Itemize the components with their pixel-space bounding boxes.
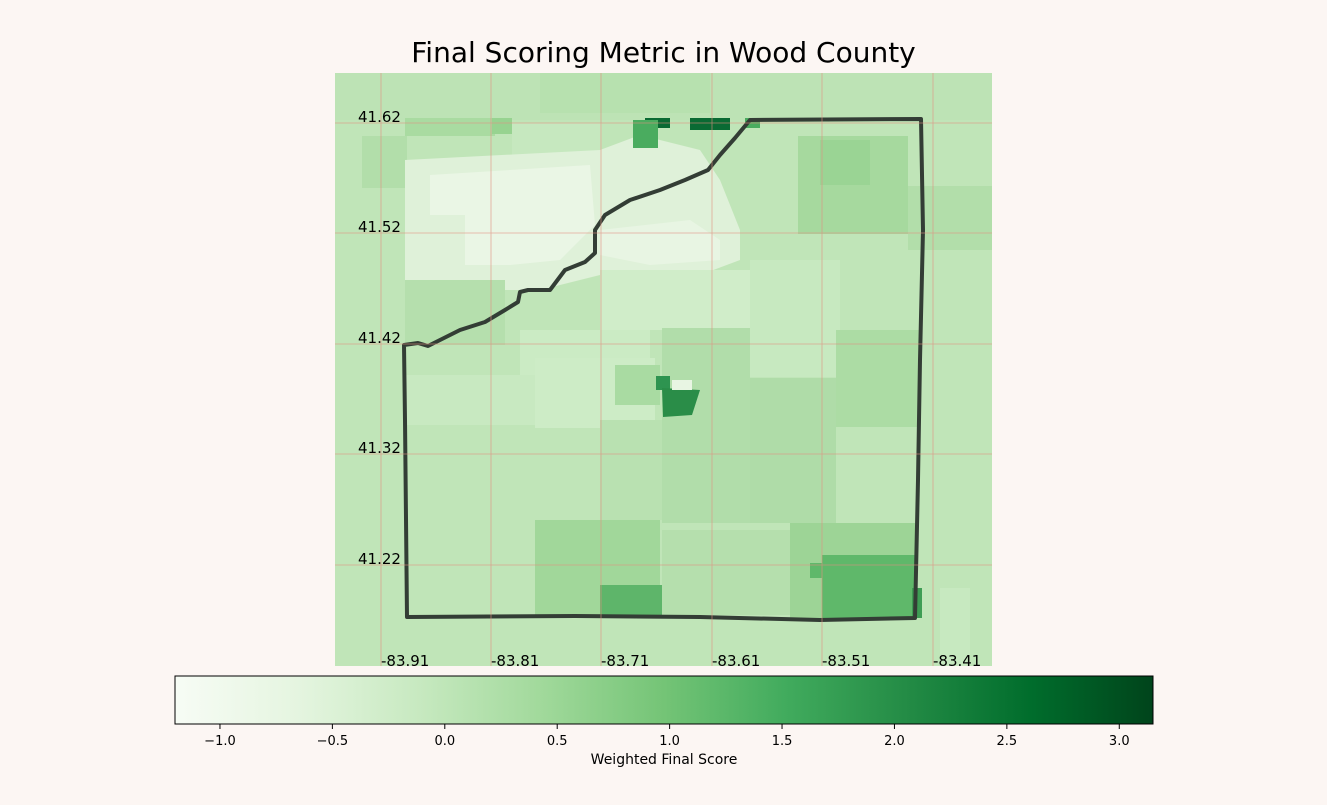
lat-label: 41.62 [358,108,401,126]
lon-label: -83.81 [491,652,539,670]
region-tile [362,136,407,188]
lon-label: -83.91 [381,652,429,670]
colorbar-tick-label: 1.5 [772,734,793,749]
lon-label: -83.61 [712,652,760,670]
colorbar-tick-label: −1.0 [204,734,236,749]
region-tile [662,328,750,523]
region-tile [820,140,870,185]
colorbar-label: Weighted Final Score [590,752,738,768]
region-tile [615,365,660,405]
region-tile [750,378,836,523]
colorbar-tick-label: −0.5 [317,734,349,749]
region-tile [810,563,825,578]
region-tile [940,588,970,666]
region-tile [405,118,495,136]
region-tile [492,118,512,134]
region-tile [822,555,917,618]
colorbar-tick-label: 2.0 [884,734,905,749]
region-tile [672,380,692,390]
map-title: Final Scoring Metric in Wood County [411,36,916,69]
region-tile [600,585,663,617]
gridlines [335,73,992,666]
colorbar: −1.0 −0.5 0.0 0.5 1.0 1.5 2.0 2.5 3.0 [174,675,1154,749]
region-tile [600,270,750,330]
region-tile [750,260,840,377]
choropleth-map [335,73,992,666]
lat-label: 41.32 [358,439,401,457]
region-tile [600,420,662,520]
colorbar-gradient [174,675,1154,725]
latitude-labels: 41.62 41.52 41.42 41.32 41.22 [358,108,401,568]
colorbar-tick-label: 2.5 [997,734,1018,749]
lat-label: 41.42 [358,329,401,347]
colorbar-tick-label: 0.0 [434,734,455,749]
colorbar-tick-label: 1.0 [659,734,680,749]
colorbar-tick-label: 0.5 [547,734,568,749]
region-tile [405,375,535,425]
lon-label: -83.51 [822,652,870,670]
lon-label: -83.41 [933,652,981,670]
region-tile [836,330,920,427]
region-tile [656,376,670,390]
colorbar-tick-label: 3.0 [1109,734,1130,749]
region-tile [540,73,710,113]
region-tile [405,280,505,345]
region-tile [662,388,700,417]
lat-label: 41.22 [358,550,401,568]
longitude-labels: -83.91 -83.81 -83.71 -83.61 -83.51 -83.41 [381,652,981,670]
region-tile [600,220,720,265]
colorbar-ticks: −1.0 −0.5 0.0 0.5 1.0 1.5 2.0 2.5 3.0 [204,724,1130,749]
region-tile [662,530,790,615]
region-tile [430,165,595,265]
lon-label: -83.71 [601,652,649,670]
county-boundary [402,117,925,622]
region-tile [690,118,730,130]
lat-label: 41.52 [358,218,401,236]
region-tile [633,120,658,148]
